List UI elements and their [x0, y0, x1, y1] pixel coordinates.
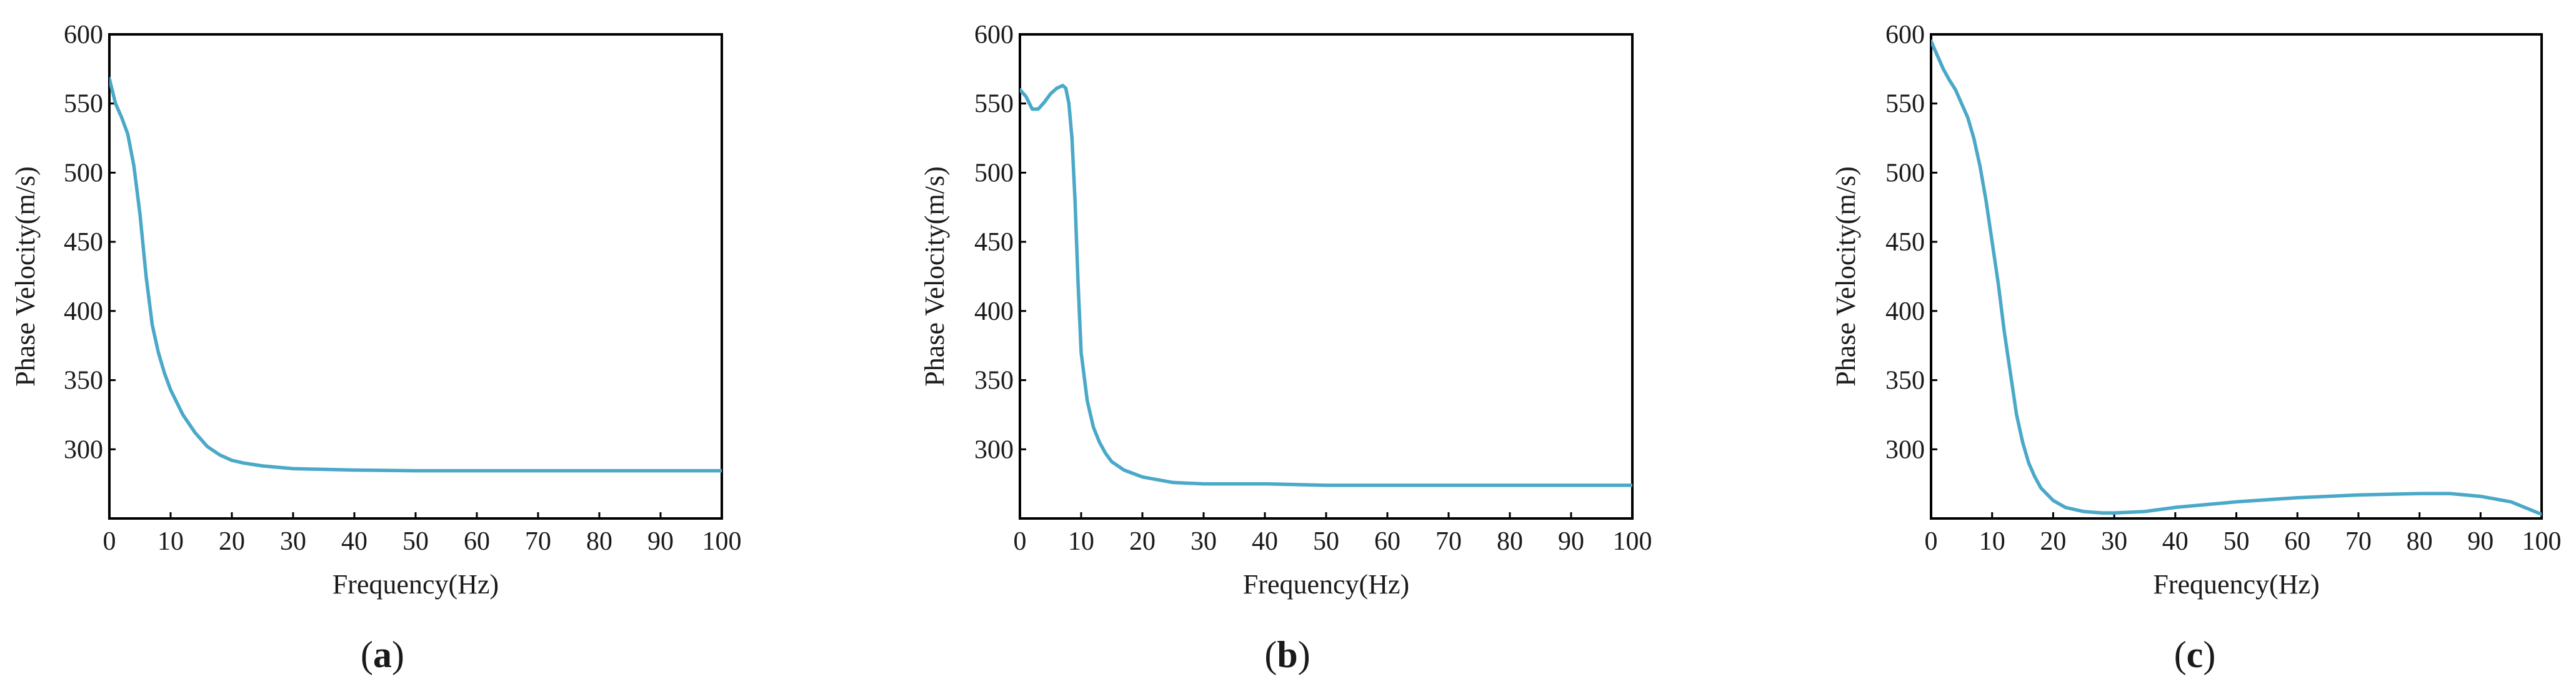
x-tick-label: 70	[525, 527, 551, 556]
panel-label: (a)	[361, 634, 404, 675]
y-tick-label: 300	[64, 435, 103, 464]
x-tick-label: 80	[586, 527, 612, 556]
x-tick-label: 0	[1014, 527, 1027, 556]
y-tick-label: 300	[1885, 435, 1925, 464]
y-tick-label: 350	[974, 367, 1014, 395]
x-axis-label: Frequency(Hz)	[1243, 569, 1409, 600]
x-tick-label: 0	[1925, 527, 1938, 556]
series-line	[109, 77, 722, 473]
x-tick-label: 90	[2467, 527, 2494, 556]
x-tick-label: 100	[2522, 527, 2562, 556]
x-tick-label: 90	[1558, 527, 1584, 556]
x-tick-label: 40	[341, 527, 367, 556]
y-tick-label: 400	[974, 297, 1014, 326]
x-tick-label: 20	[219, 527, 245, 556]
x-tick-label: 90	[647, 527, 674, 556]
plot-frame	[108, 33, 723, 520]
x-tick-label: 20	[2040, 527, 2066, 556]
x-tick-label: 40	[1252, 527, 1278, 556]
x-axis-label: Frequency(Hz)	[2153, 569, 2319, 600]
y-tick-label: 600	[64, 21, 103, 49]
y-axis-label: Phase Velocity(m/s)	[10, 166, 41, 386]
panel-label: (b)	[1264, 634, 1310, 675]
x-tick-label: 80	[2407, 527, 2433, 556]
x-tick-label: 30	[280, 527, 306, 556]
x-tick-label: 60	[2284, 527, 2310, 556]
x-tick-label: 10	[1068, 527, 1094, 556]
plot-frame	[1019, 33, 1634, 520]
x-tick-label: 0	[103, 527, 116, 556]
y-tick-label: 450	[64, 228, 103, 257]
y-tick-label: 400	[1885, 297, 1925, 326]
x-tick-label: 80	[1497, 527, 1523, 556]
y-tick-label: 600	[974, 21, 1014, 49]
y-tick-label: 300	[974, 435, 1014, 464]
chart-panel-2: 0 10 20 30 40 50 60 70 80 90 100 300 350 400 450 500 550…	[919, 21, 1652, 675]
x-tick-label: 50	[2224, 527, 2250, 556]
series-line	[1931, 39, 2542, 517]
y-tick-label: 550	[974, 90, 1014, 119]
x-axis-label: Frequency(Hz)	[332, 569, 499, 600]
chart-panel-3: 0 10 20 30 40 50 60 70 80 90 100 300 350 400 450 500 550…	[1830, 21, 2562, 675]
x-tick-label: 50	[402, 527, 429, 556]
x-tick-label: 100	[702, 527, 742, 556]
x-tick-label: 10	[1979, 527, 2005, 556]
series-line	[1020, 84, 1632, 487]
x-tick-label: 10	[157, 527, 184, 556]
x-tick-label: 30	[1191, 527, 1217, 556]
y-tick-label: 500	[1885, 159, 1925, 187]
x-tick-label: 50	[1313, 527, 1339, 556]
y-tick-label: 600	[1885, 21, 1925, 49]
chart-panel-1: 0 10 20 30 40 50 60 70 80 90 100 300 350 400 450 500 550…	[10, 21, 742, 675]
y-tick-label: 350	[64, 367, 103, 395]
y-tick-label: 550	[1885, 90, 1925, 119]
x-tick-label: 40	[2162, 527, 2189, 556]
x-tick-label: 30	[2101, 527, 2127, 556]
y-tick-label: 550	[64, 90, 103, 119]
x-tick-label: 100	[1613, 527, 1652, 556]
x-tick-label: 60	[464, 527, 490, 556]
y-axis-label: Phase Velocity(m/s)	[1830, 166, 1861, 386]
x-tick-label: 70	[2345, 527, 2372, 556]
y-axis-label: Phase Velocity(m/s)	[919, 166, 950, 386]
y-tick-label: 500	[974, 159, 1014, 187]
y-tick-label: 350	[1885, 367, 1925, 395]
x-tick-label: 20	[1129, 527, 1156, 556]
y-tick-label: 500	[64, 159, 103, 187]
y-tick-label: 400	[64, 297, 103, 326]
y-tick-label: 450	[1885, 228, 1925, 257]
x-tick-label: 60	[1374, 527, 1400, 556]
y-tick-label: 450	[974, 228, 1014, 257]
panel-label: (c)	[2174, 634, 2216, 675]
x-tick-label: 70	[1435, 527, 1462, 556]
